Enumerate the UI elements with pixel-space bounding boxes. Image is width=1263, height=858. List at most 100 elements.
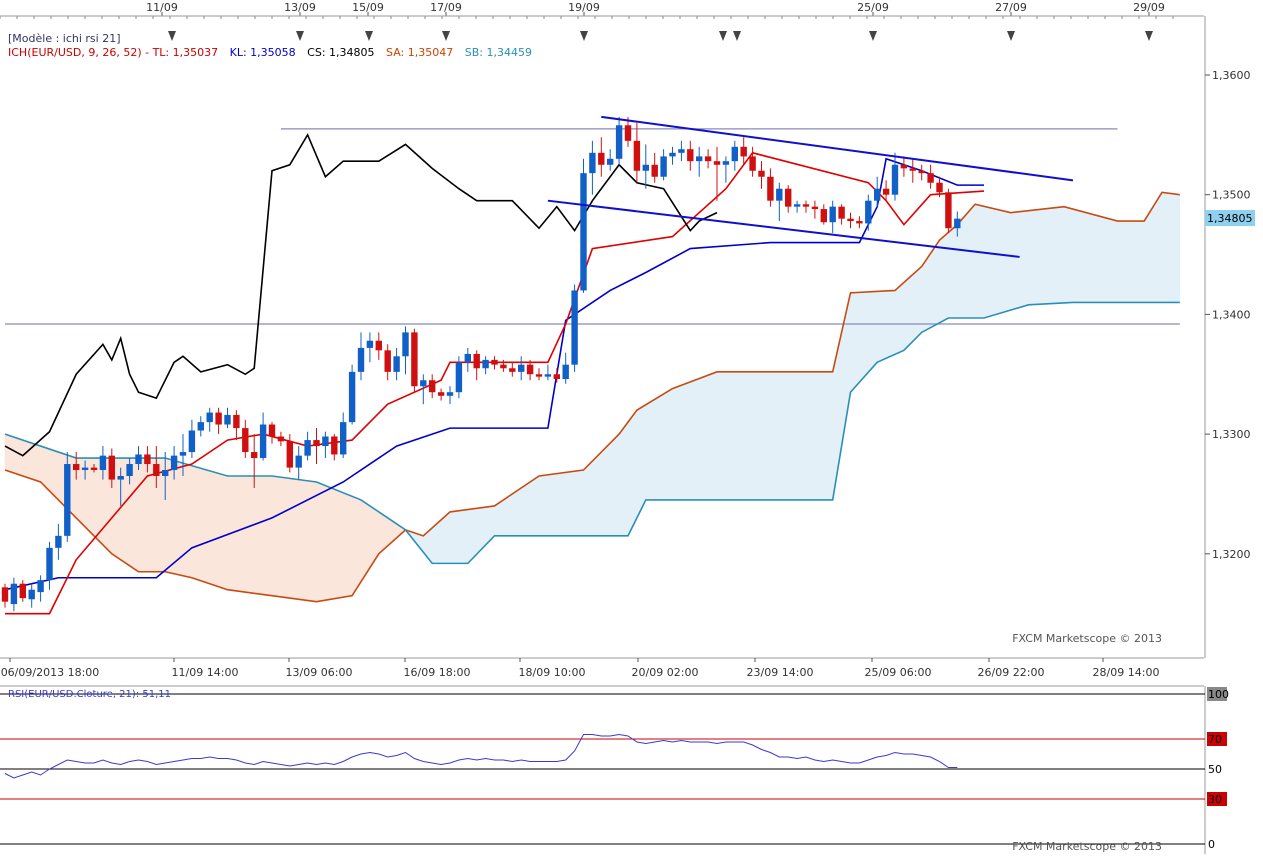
candle-body — [99, 455, 107, 471]
candle-body — [776, 188, 783, 201]
trendlines — [547, 115, 1074, 258]
candle-body — [856, 221, 863, 224]
cloud-segment — [850, 292, 860, 393]
cloud-segment — [787, 371, 798, 501]
cloud-segment — [654, 393, 664, 501]
bottom-date-label: 06/09/2013 18:00 — [1, 666, 100, 679]
bottom-date-label: 16/09 18:00 — [404, 666, 471, 679]
legend-span-b: SB: 1,34459 — [465, 46, 532, 59]
legend-kijun: KL: 1,35058 — [230, 46, 296, 59]
cloud-segment — [876, 290, 887, 363]
candle-body — [1, 587, 9, 602]
cloud-segment — [280, 476, 291, 599]
legend-tenkan: ICH(EUR/USD, 9, 26, 52) - TL: 1,35037 — [8, 46, 218, 59]
cloud-segment — [609, 433, 620, 537]
candle-body — [918, 170, 925, 174]
candle-body — [170, 455, 178, 471]
candle-body — [268, 424, 276, 437]
candle-body — [215, 412, 222, 425]
candle-body — [607, 158, 614, 165]
cloud-segment — [289, 478, 300, 600]
cloud-segment — [814, 371, 825, 501]
candle-body — [696, 156, 703, 162]
candle-body — [482, 359, 489, 369]
cloud-segment — [93, 457, 104, 546]
chikou-span-line — [4, 133, 718, 457]
cloud-segment — [1072, 208, 1083, 303]
kijun-sen-line — [4, 157, 984, 591]
cloud-segment — [1099, 215, 1109, 303]
cloud-segment — [200, 467, 210, 585]
candle-body — [722, 161, 730, 165]
cloud-segment — [236, 475, 246, 593]
candle-body — [874, 188, 881, 201]
session-marker-icon — [442, 31, 450, 41]
cloud-segment — [574, 469, 584, 537]
bottom-date-label: 20/09 02:00 — [632, 666, 699, 679]
rsi-watermark: FXCM Marketscope © 2013 — [1012, 840, 1162, 853]
candle-body — [375, 340, 382, 351]
cloud-segment — [965, 203, 976, 319]
candle-body — [437, 392, 445, 396]
cloud-segment — [939, 231, 949, 324]
cloud-segment — [778, 371, 789, 501]
candle-body — [491, 359, 498, 365]
cloud-segment — [298, 479, 308, 601]
cloud-segment — [805, 371, 816, 501]
top-date-label: 13/09 — [284, 1, 316, 14]
cloud-segment — [948, 223, 958, 319]
candle-body — [55, 535, 62, 548]
candle-body — [188, 430, 196, 453]
candle-body — [233, 414, 240, 429]
candle-body — [108, 455, 115, 480]
session-marker-icon — [168, 31, 176, 41]
candle-body — [206, 412, 213, 423]
cloud-segment — [22, 439, 33, 480]
top-date-label: 25/09 — [857, 1, 889, 14]
candle-body — [615, 125, 623, 159]
model-label: [Modèle : ichi rsi 21] — [8, 32, 121, 45]
rsi-panel: 100 70 50 30 0 — [0, 687, 1229, 851]
cloud-segment — [663, 388, 673, 501]
candle-body — [331, 436, 338, 455]
candle-body — [544, 374, 552, 377]
rsi-tick-label: 100 — [1208, 688, 1229, 701]
cloud-segment — [583, 460, 593, 537]
cloud-segment — [458, 509, 469, 564]
candle-body — [847, 218, 854, 222]
legend-span-a: SA: 1,35047 — [386, 46, 453, 59]
cloud-segment — [520, 481, 531, 537]
top-date-label: 27/09 — [995, 1, 1027, 14]
cloud-segment — [1161, 191, 1172, 303]
candle-body — [259, 424, 267, 459]
trendline — [601, 115, 1074, 182]
candle-body — [624, 125, 632, 141]
session-marker-icon — [580, 31, 588, 41]
bottom-date-label: 28/09 14:00 — [1093, 666, 1160, 679]
cloud-segment — [627, 409, 638, 536]
candle-body — [838, 206, 845, 219]
cloud-segment — [600, 442, 611, 537]
cloud-segment — [1152, 191, 1163, 303]
candle-body — [562, 364, 569, 380]
cloud-segment — [761, 371, 771, 501]
ichimoku-cloud — [4, 191, 1181, 603]
rsi-level-badge — [1207, 687, 1227, 701]
cloud-segment — [992, 208, 1003, 316]
cloud-segment — [930, 239, 940, 329]
candle-body — [767, 176, 774, 201]
candle-body — [642, 164, 649, 171]
session-marker-icon — [719, 31, 727, 41]
cloud-segment — [449, 510, 460, 564]
legend-chikou: CS: 1,34805 — [307, 46, 374, 59]
cloud-segment — [271, 475, 282, 598]
candle-body — [402, 332, 409, 357]
cloud-segment — [1108, 218, 1118, 303]
bottom-date-label: 26/09 22:00 — [978, 666, 1045, 679]
cloud-segment — [1135, 220, 1145, 303]
candle-body — [553, 374, 560, 380]
cloud-segment — [1081, 211, 1092, 303]
cloud-segment — [565, 470, 575, 537]
cloud-segment — [342, 492, 353, 598]
